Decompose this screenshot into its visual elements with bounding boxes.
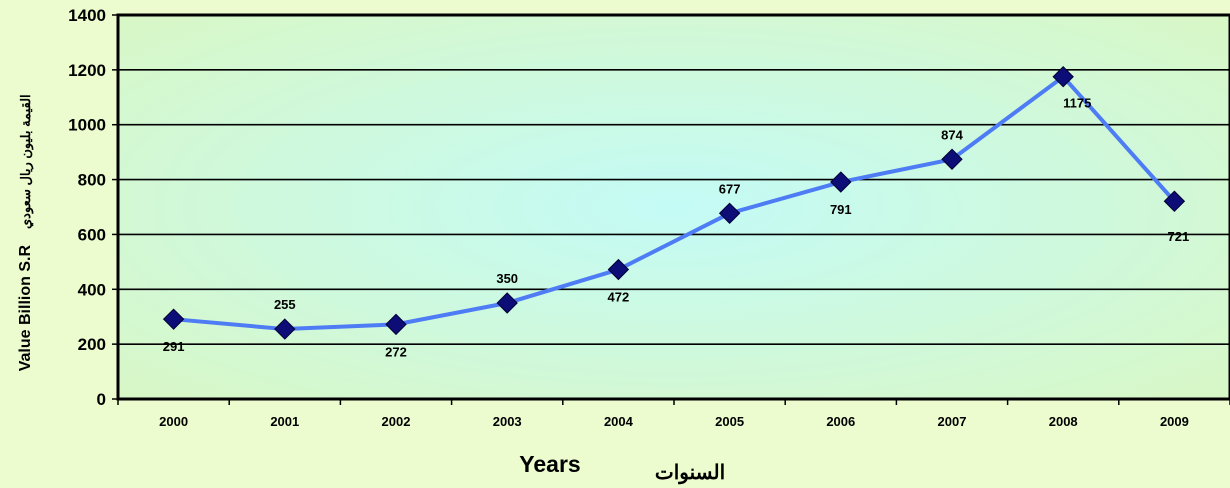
data-label: 1175 xyxy=(1063,96,1091,111)
y-tick-label: 1000 xyxy=(68,116,106,135)
y-tick-label: 200 xyxy=(78,335,106,354)
y-tick-label: 600 xyxy=(78,225,106,244)
data-label: 721 xyxy=(1168,229,1190,244)
x-tick-label: 2006 xyxy=(826,414,855,429)
x-tick-label: 2005 xyxy=(715,414,744,429)
y-tick-label: 1200 xyxy=(68,61,106,80)
x-tick-label: 2007 xyxy=(938,414,967,429)
x-axis-title-english: Years xyxy=(519,451,580,477)
gridlines xyxy=(118,69,1230,345)
point-marker-2001 xyxy=(274,318,296,340)
series-polyline xyxy=(173,74,1176,332)
point-marker-2003 xyxy=(496,292,518,314)
y-tick-label: 400 xyxy=(78,280,106,299)
data-labels: 291 255 272 350 472 677 791 874 1175 721 xyxy=(163,96,1190,360)
point-marker-2008 xyxy=(1052,66,1074,88)
y-axis-title-english: Value Billion S.R xyxy=(17,245,34,372)
x-tick-label: 2003 xyxy=(493,414,522,429)
data-label: 350 xyxy=(496,271,518,286)
y-axis-ticks: 0 200 400 600 800 1000 1200 1400 xyxy=(68,6,118,409)
data-label: 874 xyxy=(941,127,963,142)
data-label: 291 xyxy=(163,339,185,354)
data-label: 791 xyxy=(830,202,852,217)
data-label: 272 xyxy=(385,344,407,359)
x-tick-label: 2008 xyxy=(1049,414,1078,429)
plot-area xyxy=(116,13,1230,401)
point-marker-2002 xyxy=(385,313,407,336)
y-axis-title-arabic: القيمة بليون ريال سعودي xyxy=(18,94,34,229)
x-tick-label: 2004 xyxy=(604,414,634,429)
y-tick-label: 0 xyxy=(97,390,106,409)
x-tick-label: 2009 xyxy=(1160,414,1189,429)
x-tick-label: 2002 xyxy=(382,414,411,429)
x-tick-label: 2000 xyxy=(159,414,188,429)
data-label: 472 xyxy=(608,290,630,305)
point-marker-2004 xyxy=(607,258,630,281)
point-marker-2006 xyxy=(830,171,852,193)
point-marker-2005 xyxy=(718,202,741,225)
series-markers xyxy=(162,66,1186,340)
point-marker-2000 xyxy=(162,308,185,330)
y-tick-label: 800 xyxy=(78,171,106,190)
data-label: 677 xyxy=(719,181,741,196)
y-tick-label: 1400 xyxy=(68,6,106,25)
x-axis-ticks: 2000 2001 2002 2003 2004 2005 2006 2007 2008 2009 xyxy=(117,399,1230,429)
series-line xyxy=(173,74,1176,332)
point-marker-2009 xyxy=(1163,190,1186,212)
x-tick-label: 2001 xyxy=(270,414,299,429)
x-axis-title-arabic: السنوات xyxy=(655,462,725,485)
data-label: 255 xyxy=(274,297,296,312)
point-marker-2007 xyxy=(941,148,963,170)
